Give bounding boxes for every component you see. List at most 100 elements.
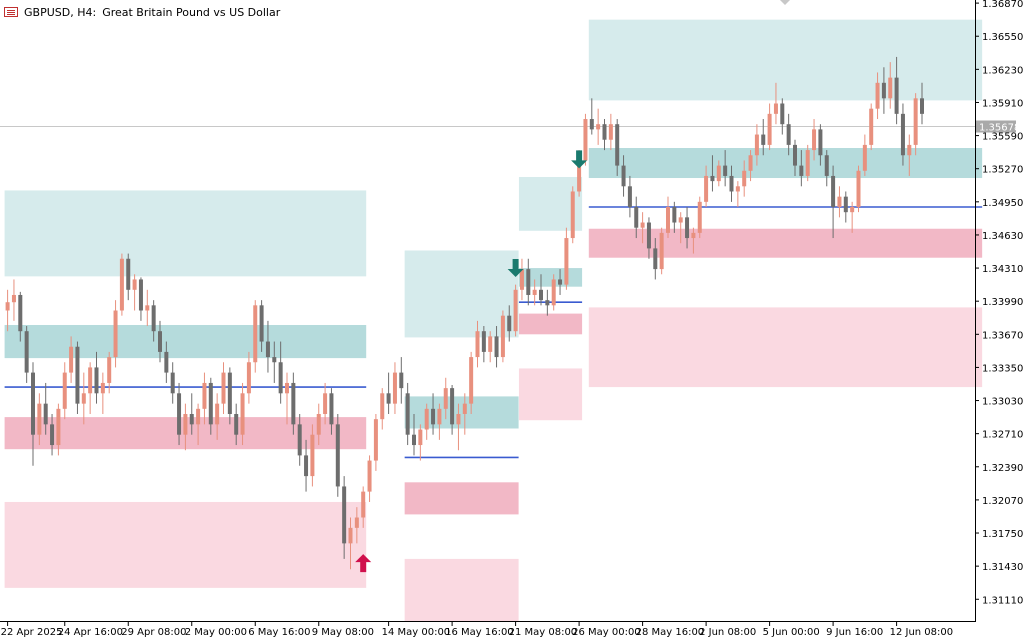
candle-body: [500, 315, 505, 358]
zone-supply-light: [4, 190, 367, 277]
candle-body: [18, 294, 23, 332]
bull-candle: [875, 72, 880, 120]
bear-candle: [824, 150, 829, 187]
bull-candle: [202, 372, 207, 425]
candle-body: [265, 341, 270, 358]
time-tick-label: 9 May 08:00: [312, 627, 374, 638]
candle-body: [43, 403, 48, 425]
candle-body: [513, 289, 518, 332]
bear-candle: [621, 155, 626, 197]
bull-candle: [748, 150, 753, 182]
candle-body: [799, 165, 804, 176]
bull-candle: [913, 93, 918, 156]
candle-body: [862, 144, 867, 171]
candle-body: [894, 77, 899, 114]
candle-body: [907, 144, 912, 156]
candle-body: [558, 279, 563, 285]
candle-body: [405, 393, 410, 435]
candle-body: [170, 372, 175, 394]
bull-candle: [697, 196, 702, 239]
bull-candle: [475, 320, 480, 368]
bull-candle: [81, 372, 86, 425]
bull-candle: [215, 393, 220, 440]
candle-body: [615, 124, 620, 166]
bull-candle: [608, 113, 613, 151]
candle-body: [297, 424, 302, 456]
bear-candle: [227, 367, 232, 425]
bull-candle: [373, 414, 378, 471]
bear-candle: [646, 217, 651, 259]
time-tick-label: 2 Jun 08:00: [699, 627, 756, 638]
chart-title-bar: GBPUSD, H4: Great Britain Pound vs US Do…: [4, 4, 280, 20]
bull-candle: [183, 403, 188, 451]
candle-body: [253, 305, 258, 363]
candle-body: [716, 165, 721, 182]
candle-body: [456, 414, 461, 425]
bull-candle: [310, 424, 315, 487]
candle-body: [240, 393, 245, 435]
bull-candle: [196, 403, 201, 446]
time-tick-label: 9 Jun 16:00: [826, 627, 883, 638]
candle-body: [761, 134, 766, 145]
buy-arrow-icon: [355, 554, 372, 573]
price-scale[interactable]: 1.36870 1.36550 1.36230 1.35910 1.35590 1.352…: [975, 0, 1023, 606]
time-tick-label: 29 Apr 08:00: [121, 627, 186, 638]
candle-body: [729, 175, 734, 192]
candle-body: [323, 393, 328, 414]
candle-body: [399, 372, 404, 389]
bull-candle: [888, 62, 893, 109]
candle-body: [392, 372, 397, 404]
zone-supply-light: [404, 250, 519, 338]
candle-body: [424, 408, 429, 430]
candle-body: [81, 393, 86, 404]
candle-body: [735, 186, 740, 192]
bull-candle: [767, 103, 772, 151]
time-tick-label: 5 Jun 00:00: [763, 627, 820, 638]
candle-body: [278, 362, 283, 394]
candle-body: [450, 388, 455, 425]
candle-body: [754, 134, 759, 156]
candle-body: [850, 207, 855, 213]
bull-candle: [443, 377, 448, 420]
candle-body: [519, 269, 524, 290]
candle-body: [291, 382, 296, 425]
price-tick-label: 1.33990: [982, 297, 1023, 308]
bear-candle: [151, 300, 156, 342]
candle-body: [577, 160, 582, 192]
candle-body: [342, 486, 347, 544]
bear-candle: [799, 150, 804, 187]
candle-body: [164, 351, 169, 373]
candle-body: [107, 357, 112, 383]
candle-body: [126, 258, 131, 290]
candle-body: [742, 170, 747, 187]
bull-candle: [361, 486, 366, 528]
candle-body: [227, 372, 232, 414]
price-tick-label: 1.31430: [982, 562, 1023, 573]
candle-body: [246, 362, 251, 394]
bull-candle: [145, 289, 150, 327]
candle-body: [551, 279, 556, 306]
chart-window-icon[interactable]: [4, 7, 18, 17]
bear-candle: [18, 291, 23, 342]
candle-body: [386, 393, 391, 404]
candle-body: [335, 424, 340, 487]
bear-candle: [158, 320, 162, 363]
price-tick-label: 1.33350: [982, 363, 1023, 374]
bull-candle: [551, 274, 556, 311]
bull-candle: [323, 382, 328, 425]
bear-candle: [208, 377, 213, 435]
candle-body: [691, 232, 696, 239]
candle-body: [564, 238, 569, 285]
bear-candle: [602, 119, 607, 151]
bull-candle: [773, 82, 778, 125]
candle-body: [138, 279, 143, 311]
zone-demand-light: [4, 501, 367, 588]
scroll-marker-icon[interactable]: [780, 0, 790, 5]
candle-body: [640, 222, 645, 228]
bear-candle: [94, 351, 99, 404]
time-tick-label: 28 May 16:00: [636, 627, 705, 638]
bear-candle: [75, 341, 80, 414]
